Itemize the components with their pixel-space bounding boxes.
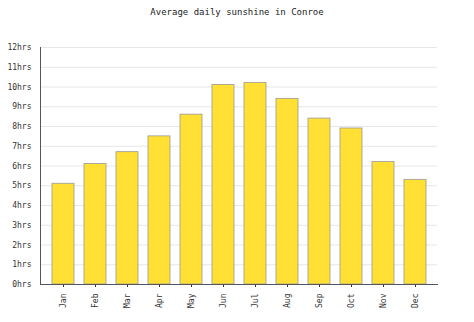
svg-text:2hrs: 2hrs — [12, 241, 31, 250]
svg-text:Nov: Nov — [379, 293, 388, 308]
svg-text:12hrs: 12hrs — [7, 43, 31, 52]
svg-text:Mar: Mar — [123, 293, 132, 308]
svg-text:Oct: Oct — [347, 293, 356, 308]
svg-text:3hrs: 3hrs — [12, 221, 31, 230]
svg-text:5hrs: 5hrs — [12, 181, 31, 190]
svg-text:Sep: Sep — [315, 293, 324, 308]
svg-text:Apr: Apr — [155, 293, 164, 308]
svg-text:4hrs: 4hrs — [12, 201, 31, 210]
svg-text:10hrs: 10hrs — [7, 83, 31, 92]
html-text:Average daily sunshine in Conr: Average daily sunshine in Conroe — [150, 7, 324, 17]
svg-text:8hrs: 8hrs — [12, 122, 31, 131]
svg-text:9hrs: 9hrs — [12, 102, 31, 111]
svg-text:7hrs: 7hrs — [12, 142, 31, 151]
svg-text:Aug: Aug — [283, 293, 292, 308]
svg-text:1hrs: 1hrs — [12, 260, 31, 269]
svg-text:Jun: Jun — [219, 293, 228, 308]
svg-text:Jan: Jan — [59, 293, 68, 308]
svg-text:Jul: Jul — [251, 293, 260, 308]
svg-text:May: May — [187, 293, 196, 308]
svg-text:Dec: Dec — [411, 293, 420, 308]
svg-text:0hrs: 0hrs — [12, 280, 31, 289]
svg-text:6hrs: 6hrs — [12, 162, 31, 171]
svg-text:Feb: Feb — [91, 293, 100, 308]
svg-text:11hrs: 11hrs — [7, 63, 31, 72]
